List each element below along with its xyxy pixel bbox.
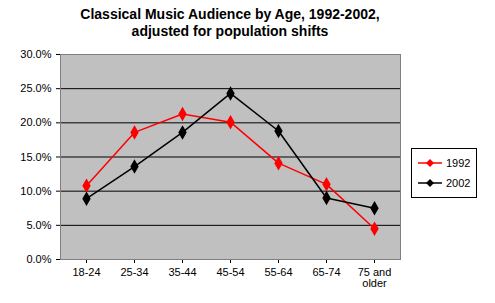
svg-text:20.0%: 20.0% bbox=[20, 116, 51, 128]
svg-text:35-44: 35-44 bbox=[168, 266, 196, 278]
svg-text:25-34: 25-34 bbox=[120, 266, 148, 278]
html-text:Classical Music Audience by Ag: Classical Music Audience by Age, 1992-20… bbox=[80, 6, 380, 39]
svg-text:65-74: 65-74 bbox=[312, 266, 340, 278]
svg-text:15.0%: 15.0% bbox=[20, 151, 51, 163]
svg-text:55-64: 55-64 bbox=[264, 266, 292, 278]
svg-text:5.0%: 5.0% bbox=[26, 219, 51, 231]
svg-text:0.0%: 0.0% bbox=[26, 253, 51, 265]
html-text:2002: 2002 bbox=[446, 176, 471, 189]
html-text:1992: 1992 bbox=[446, 156, 471, 169]
svg-text:45-54: 45-54 bbox=[216, 266, 244, 278]
svg-text:18-24: 18-24 bbox=[72, 266, 100, 278]
svg-text:25.0%: 25.0% bbox=[20, 82, 51, 94]
svg-text:10.0%: 10.0% bbox=[20, 185, 51, 197]
svg-text:75 andolder: 75 andolder bbox=[358, 266, 392, 289]
svg-text:30.0%: 30.0% bbox=[20, 48, 51, 60]
